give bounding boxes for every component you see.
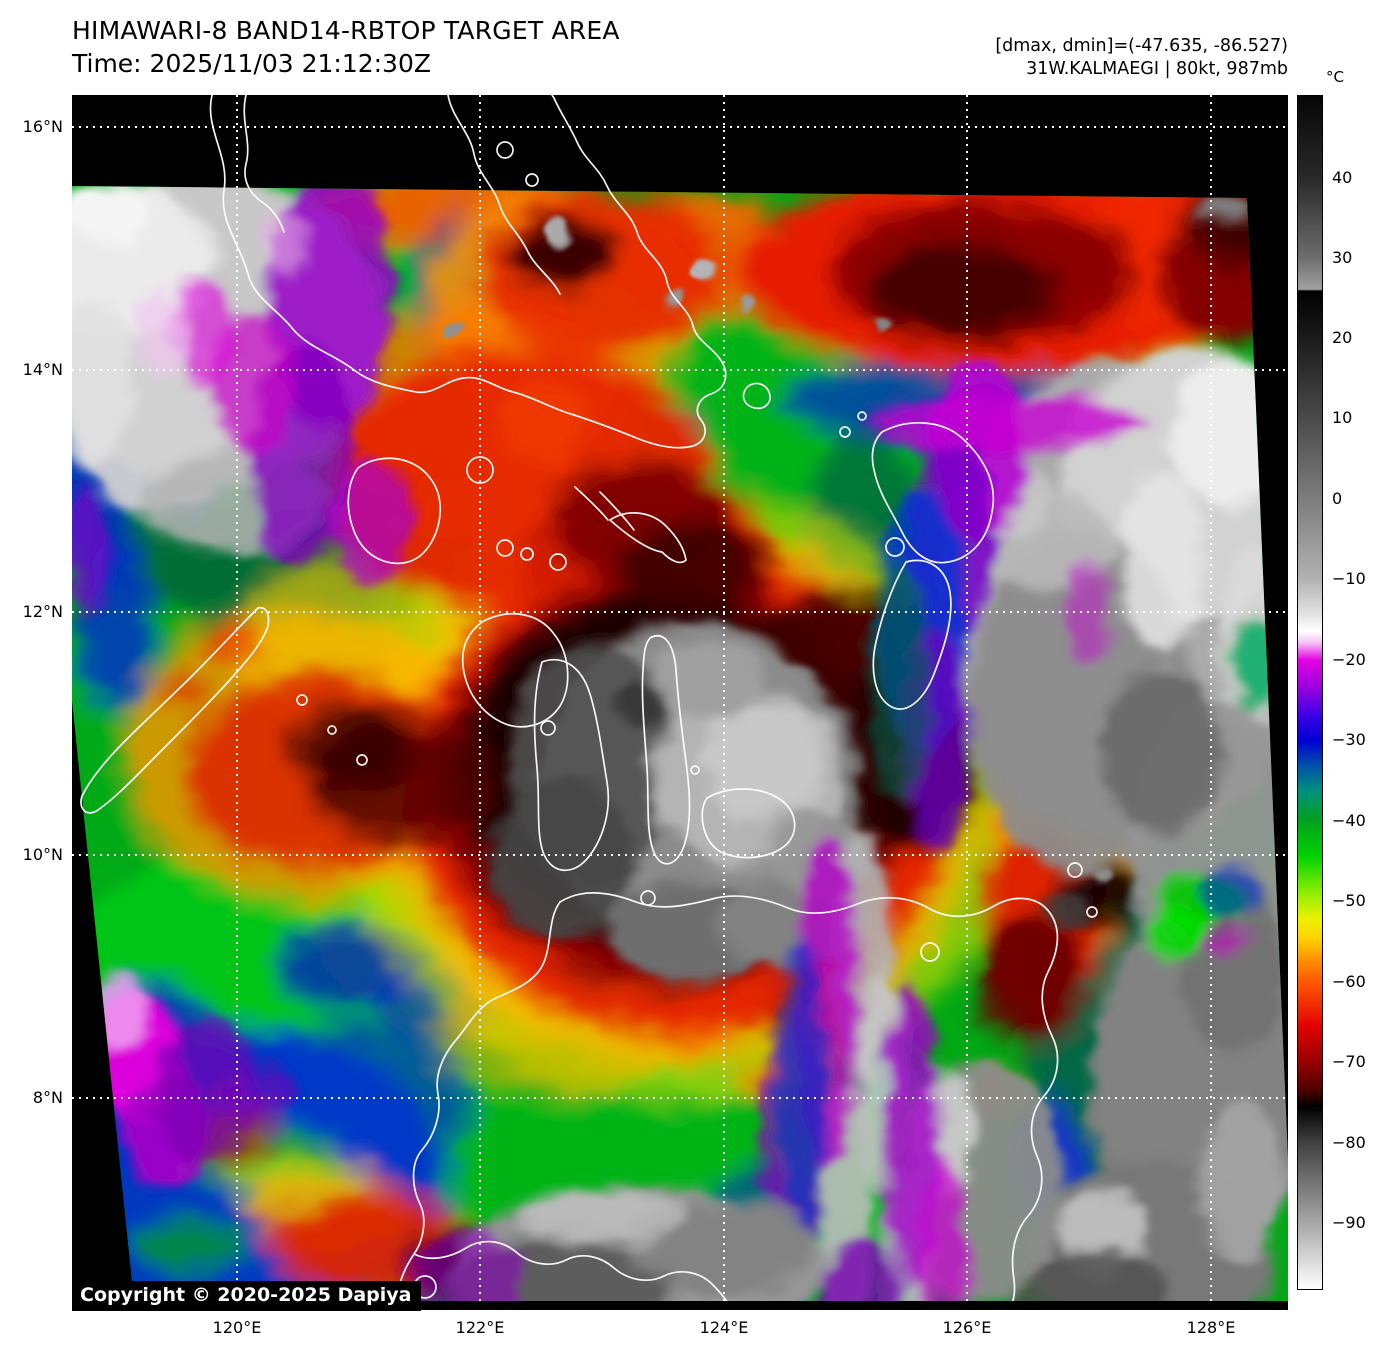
lat-label: 10°N [22,845,63,864]
lat-label: 12°N [22,602,63,621]
colorbar-tick-label: −20 [1332,650,1366,669]
temp-unit-label: °C [1326,68,1344,86]
page-title: HIMAWARI-8 BAND14-RBTOP TARGET AREA [72,16,620,45]
lon-label: 124°E [699,1318,749,1337]
colorbar-tick-label: −80 [1332,1133,1366,1152]
lat-label: 16°N [22,117,63,136]
coastlines [80,95,1098,1310]
data-swath [72,186,1288,1310]
storm-info-label: 31W.KALMAEGI | 80kt, 987mb [1026,59,1288,79]
satellite-map [72,95,1288,1310]
colorbar-tick-label: −50 [1332,891,1366,910]
copyright-badge: Copyright © 2020-2025 Dapiya [72,1281,422,1311]
colorbar-tick-label: 0 [1332,489,1343,508]
lon-label: 120°E [212,1318,262,1337]
dmax-dmin-label: [dmax, dmin]=(-47.635, -86.527) [995,36,1288,56]
colorbar-gradient [1297,95,1323,1290]
map-bottom-bar [72,1301,1288,1310]
time-label: Time: 2025/11/03 21:12:30Z [72,49,431,78]
lon-label: 128°E [1186,1318,1236,1337]
colorbar-tick-label: 20 [1332,328,1353,347]
colorbar-tick-label: 30 [1332,248,1353,267]
colorbar-tick-label: 10 [1332,408,1353,427]
colorbar-tick-label: −90 [1332,1213,1366,1232]
colorbar-tick-label: −40 [1332,811,1366,830]
lon-label: 126°E [942,1318,992,1337]
lat-label: 8°N [32,1088,63,1107]
colorbar-tick-label: −10 [1332,569,1366,588]
lat-label: 14°N [22,360,63,379]
lon-label: 122°E [455,1318,505,1337]
colorbar-tick-label: −70 [1332,1052,1366,1071]
colorbar-tick-label: 40 [1332,168,1353,187]
colorbar-tick-label: −30 [1332,730,1366,749]
colorbar-tick-label: −60 [1332,972,1366,991]
